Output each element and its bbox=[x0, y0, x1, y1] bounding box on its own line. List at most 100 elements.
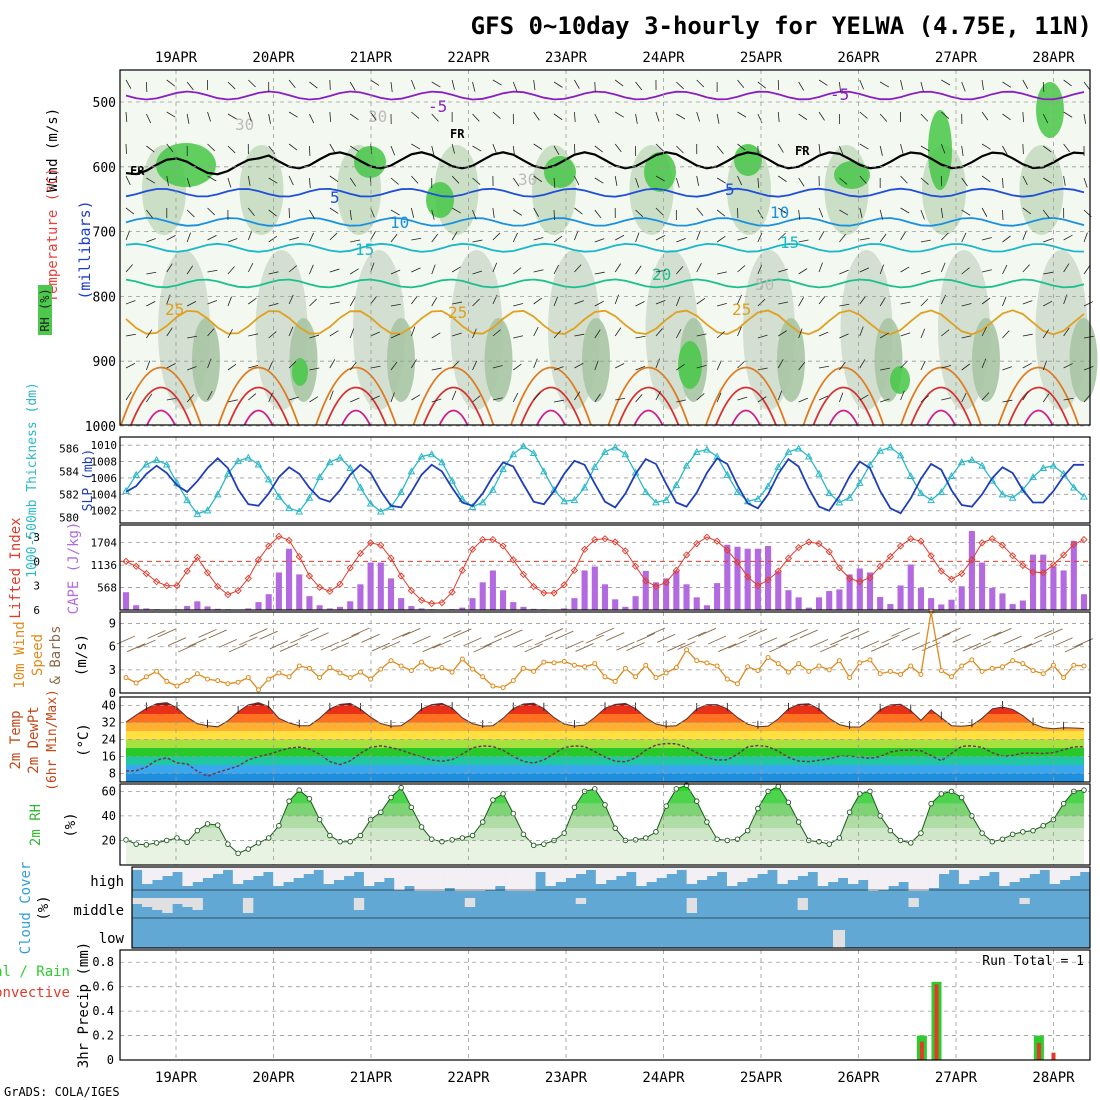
wind10m-barb bbox=[738, 630, 757, 639]
cloud-middle-gap bbox=[908, 898, 919, 907]
wind-barb bbox=[655, 390, 661, 401]
wind10m-speed-point bbox=[459, 656, 465, 662]
date-label-top: 23APR bbox=[545, 50, 588, 66]
cloud-high-gap bbox=[595, 867, 607, 884]
wind10m-barb bbox=[1023, 639, 1043, 649]
rh2m-point bbox=[663, 803, 669, 809]
wind-barb bbox=[207, 300, 218, 305]
rh-moist-core bbox=[890, 366, 910, 394]
thickness-point bbox=[927, 496, 935, 504]
rh2m-point bbox=[1009, 831, 1016, 838]
wind-barb bbox=[329, 207, 339, 214]
cloud-high-gap bbox=[464, 867, 476, 891]
cloud-high-gap bbox=[505, 867, 516, 891]
wind-barb bbox=[472, 145, 482, 152]
wind-barb bbox=[1042, 113, 1049, 124]
wind10m-barb bbox=[626, 642, 645, 652]
rh2m-point bbox=[938, 791, 945, 797]
wind10m-speed-point bbox=[775, 661, 781, 667]
wind-barb bbox=[207, 175, 217, 182]
lifted-index-point bbox=[835, 564, 844, 572]
wind10m-barb bbox=[860, 640, 880, 650]
wind-barb bbox=[615, 397, 626, 401]
cape-bar bbox=[306, 596, 313, 610]
rh-moist-core bbox=[734, 144, 762, 176]
cloud-high-gap bbox=[968, 867, 980, 880]
thickness-point bbox=[1029, 473, 1037, 481]
lifted-index-point bbox=[479, 535, 487, 544]
wind-barb bbox=[1022, 300, 1033, 305]
cloud-high-gap bbox=[343, 867, 355, 876]
cloud-high-gap bbox=[737, 867, 748, 882]
wind-barb bbox=[614, 143, 622, 153]
wind10m-speed-point bbox=[225, 681, 231, 687]
cape-bar bbox=[398, 598, 405, 610]
wind10m-speed-point bbox=[1040, 671, 1046, 677]
cape-bar bbox=[693, 597, 700, 610]
wind-barb bbox=[635, 394, 643, 403]
thickness-point bbox=[896, 451, 905, 459]
wind10m-barb bbox=[391, 631, 411, 641]
cape-bar bbox=[1080, 594, 1088, 610]
cloud-high-gap bbox=[374, 867, 385, 882]
wind-barb bbox=[879, 332, 889, 339]
wind10m-barb bbox=[524, 643, 543, 653]
wind10m-speed-point bbox=[306, 665, 312, 671]
cloud-high-gap bbox=[726, 867, 738, 886]
wind-barb bbox=[492, 329, 501, 337]
wind-barb bbox=[512, 232, 518, 243]
lifted-index-point bbox=[428, 599, 436, 608]
wind-barb bbox=[798, 145, 808, 152]
wind-barb bbox=[207, 207, 216, 216]
wind-barb bbox=[1063, 111, 1073, 118]
wind-barb bbox=[166, 79, 175, 87]
precip-convective-bar bbox=[1036, 1042, 1041, 1060]
wind-barb bbox=[431, 332, 441, 339]
wind-barb bbox=[390, 303, 401, 307]
rh2m-point bbox=[612, 825, 618, 831]
wind-barb bbox=[880, 398, 890, 403]
wind-barb bbox=[309, 334, 320, 339]
lifted-index-point bbox=[621, 547, 630, 555]
lifted-index-point bbox=[733, 558, 742, 566]
rh2m-point bbox=[632, 837, 639, 843]
wind-barb bbox=[757, 367, 768, 371]
contour-label: 10 bbox=[390, 213, 409, 232]
lifted-index-point bbox=[917, 537, 925, 545]
lifted-index-point bbox=[978, 539, 986, 547]
wind-barb bbox=[798, 268, 808, 275]
wind10m-barb bbox=[310, 632, 329, 642]
wind10m-barb bbox=[371, 642, 390, 652]
lifted-index-point bbox=[744, 573, 752, 581]
wind10m-speed-point bbox=[663, 670, 669, 676]
cloud-high-gap bbox=[1069, 867, 1081, 876]
wind-barb bbox=[941, 397, 952, 401]
temperature-axis-label: Temperature (°C) bbox=[45, 168, 61, 303]
wind-barb bbox=[757, 396, 767, 403]
wind-barb bbox=[349, 209, 352, 220]
wind-barb bbox=[798, 81, 805, 91]
cloud-high-gap bbox=[152, 867, 163, 880]
isotherm-35 bbox=[325, 386, 387, 426]
wind-barb bbox=[125, 111, 128, 122]
wind-barb bbox=[798, 177, 805, 187]
wind-barb bbox=[512, 177, 520, 187]
wind-barb bbox=[1043, 238, 1053, 243]
wind-barb bbox=[329, 175, 339, 183]
temp-band bbox=[126, 756, 1084, 765]
cape-bar bbox=[683, 584, 690, 610]
temp2m-tick-label: 24 bbox=[102, 733, 116, 747]
cape-bar bbox=[591, 566, 598, 610]
rh2m-frame bbox=[119, 783, 1091, 866]
wind-barb bbox=[818, 231, 825, 241]
wind-barb bbox=[1002, 399, 1013, 403]
thickness-point bbox=[336, 453, 344, 461]
thickness-point bbox=[652, 498, 660, 506]
wind-barb bbox=[839, 333, 849, 339]
isotherm-20 bbox=[125, 278, 1085, 289]
wind10m-speed-point bbox=[582, 664, 588, 670]
wind-barb bbox=[125, 207, 135, 215]
contour-label: 50 bbox=[755, 275, 774, 294]
lifted-index-point bbox=[998, 541, 1007, 549]
wind-barb bbox=[574, 207, 583, 215]
